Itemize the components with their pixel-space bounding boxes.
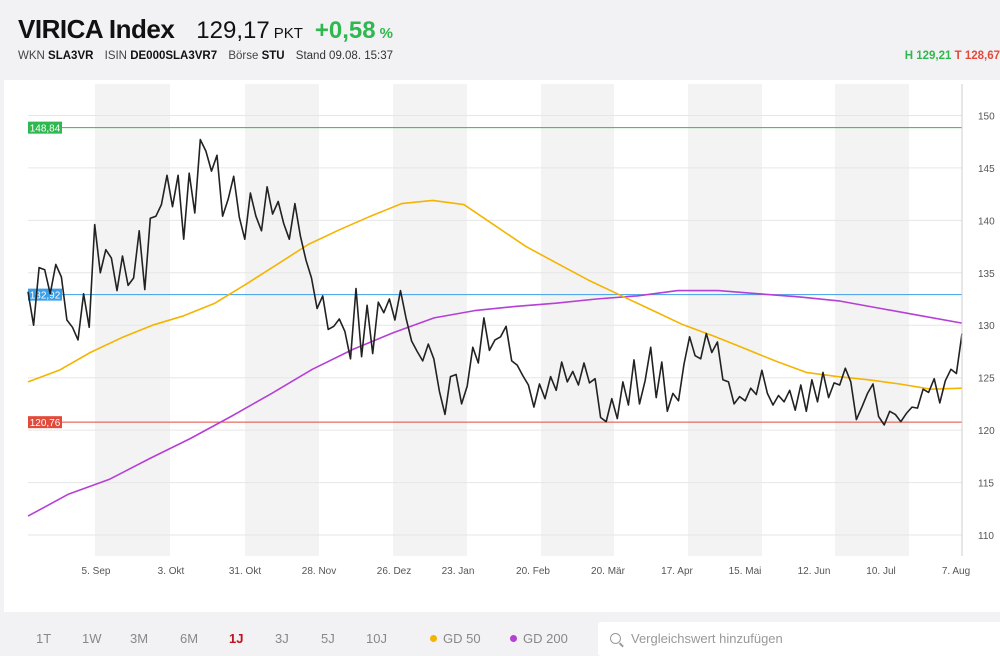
grid-band bbox=[688, 84, 762, 556]
day-high: H 129,21 bbox=[904, 50, 952, 62]
last-price: 129,17 bbox=[196, 17, 270, 44]
isin-value: DE000SLA3VR7 bbox=[130, 50, 218, 62]
period-3j[interactable]: 3J bbox=[275, 631, 289, 646]
exchange-value: STU bbox=[261, 50, 285, 62]
price-chart[interactable]: 148,84 132,92 120,76 110 115 120 125 130 135 140… bbox=[4, 80, 1000, 612]
y-tick-label: 125 bbox=[978, 374, 995, 385]
y-tick-label: 115 bbox=[978, 479, 994, 490]
legend-gd200-label: GD 200 bbox=[523, 631, 568, 646]
reference-tag bbox=[28, 416, 62, 429]
period-5j[interactable]: 5J bbox=[321, 631, 335, 646]
x-tick-label: 23. Jan bbox=[442, 566, 475, 577]
x-tick-label: 28. Nov bbox=[302, 566, 336, 577]
x-tick-label: 17. Apr bbox=[661, 566, 693, 577]
legend-gd50[interactable]: GD 50 bbox=[430, 631, 481, 646]
high-low: H 129,21 T 128,67 bbox=[905, 50, 1000, 62]
reference-tag bbox=[28, 121, 62, 134]
reference-label: 132,92 bbox=[30, 291, 61, 302]
x-tick-label: 26. Dez bbox=[377, 566, 411, 577]
y-tick-label: 120 bbox=[978, 426, 995, 437]
x-tick-label: 3. Okt bbox=[158, 566, 185, 577]
x-tick-label: 15. Mai bbox=[729, 566, 762, 577]
gd200-dot-icon bbox=[510, 635, 517, 642]
title-row: VIRICA Index 129,17 PKT +0,58 % bbox=[18, 14, 393, 45]
legend-gd50-label: GD 50 bbox=[443, 631, 481, 646]
period-10j[interactable]: 10J bbox=[366, 631, 387, 646]
x-tick-label: 7. Aug bbox=[942, 566, 970, 577]
x-tick-label: 5. Sep bbox=[82, 566, 111, 577]
legend-gd200[interactable]: GD 200 bbox=[510, 631, 568, 646]
chart-panel[interactable]: 148,84 132,92 120,76 110 115 120 125 130 135 140… bbox=[4, 80, 1000, 612]
compare-search-input[interactable]: Vergleichswert hinzufügen bbox=[598, 622, 1000, 656]
reference-label: 120,76 bbox=[30, 418, 61, 429]
gd50-dot-icon bbox=[430, 635, 437, 642]
x-tick-label: 12. Jun bbox=[798, 566, 831, 577]
y-tick-label: 130 bbox=[978, 321, 995, 332]
quote-header: VIRICA Index 129,17 PKT +0,58 % WKN SLA3… bbox=[0, 0, 1000, 80]
instrument-meta: WKN SLA3VR ISIN DE000SLA3VR7 Börse STU S… bbox=[18, 50, 393, 62]
x-tick-label: 31. Okt bbox=[229, 566, 261, 577]
grid-band bbox=[95, 84, 170, 556]
x-tick-label: 10. Jul bbox=[866, 566, 895, 577]
period-1w[interactable]: 1W bbox=[82, 631, 102, 646]
grid-band bbox=[541, 84, 614, 556]
y-tick-label: 140 bbox=[978, 216, 995, 227]
period-3m[interactable]: 3M bbox=[130, 631, 149, 646]
period-6m[interactable]: 6M bbox=[180, 631, 199, 646]
y-tick-label: 145 bbox=[978, 164, 995, 175]
day-low: T 128,67 bbox=[954, 50, 1000, 62]
price-unit: PKT bbox=[273, 25, 303, 42]
x-tick-label: 20. Feb bbox=[516, 566, 550, 577]
wkn-label: WKN bbox=[18, 50, 45, 62]
y-tick-label: 135 bbox=[978, 269, 995, 280]
period-1t[interactable]: 1T bbox=[36, 631, 52, 646]
exchange-label: Börse bbox=[228, 50, 259, 62]
gd200-line bbox=[27, 289, 963, 517]
y-tick-label: 110 bbox=[978, 531, 994, 542]
reference-label: 148,84 bbox=[30, 124, 61, 135]
grid-band bbox=[245, 84, 319, 556]
search-icon bbox=[610, 633, 621, 644]
price-change: +0,58 bbox=[314, 17, 376, 44]
change-unit: % bbox=[379, 25, 393, 42]
period-1j[interactable]: 1J bbox=[229, 631, 244, 646]
wkn-value: SLA3VR bbox=[48, 50, 94, 62]
y-tick-label: 150 bbox=[978, 111, 995, 122]
grid-band bbox=[835, 84, 909, 556]
timestamp: Stand 09.08. 15:37 bbox=[295, 50, 393, 62]
price-line bbox=[27, 138, 963, 426]
index-name: VIRICA Index bbox=[18, 14, 175, 44]
compare-search-placeholder: Vergleichswert hinzufügen bbox=[631, 631, 783, 646]
x-tick-label: 20. Mär bbox=[591, 566, 626, 577]
chart-toolbar: 1T 1W 3M 6M 1J 3J 5J 10J GD 50 GD 200 Ve… bbox=[0, 614, 1000, 656]
isin-label: ISIN bbox=[104, 50, 127, 62]
gd50-line bbox=[27, 199, 963, 391]
